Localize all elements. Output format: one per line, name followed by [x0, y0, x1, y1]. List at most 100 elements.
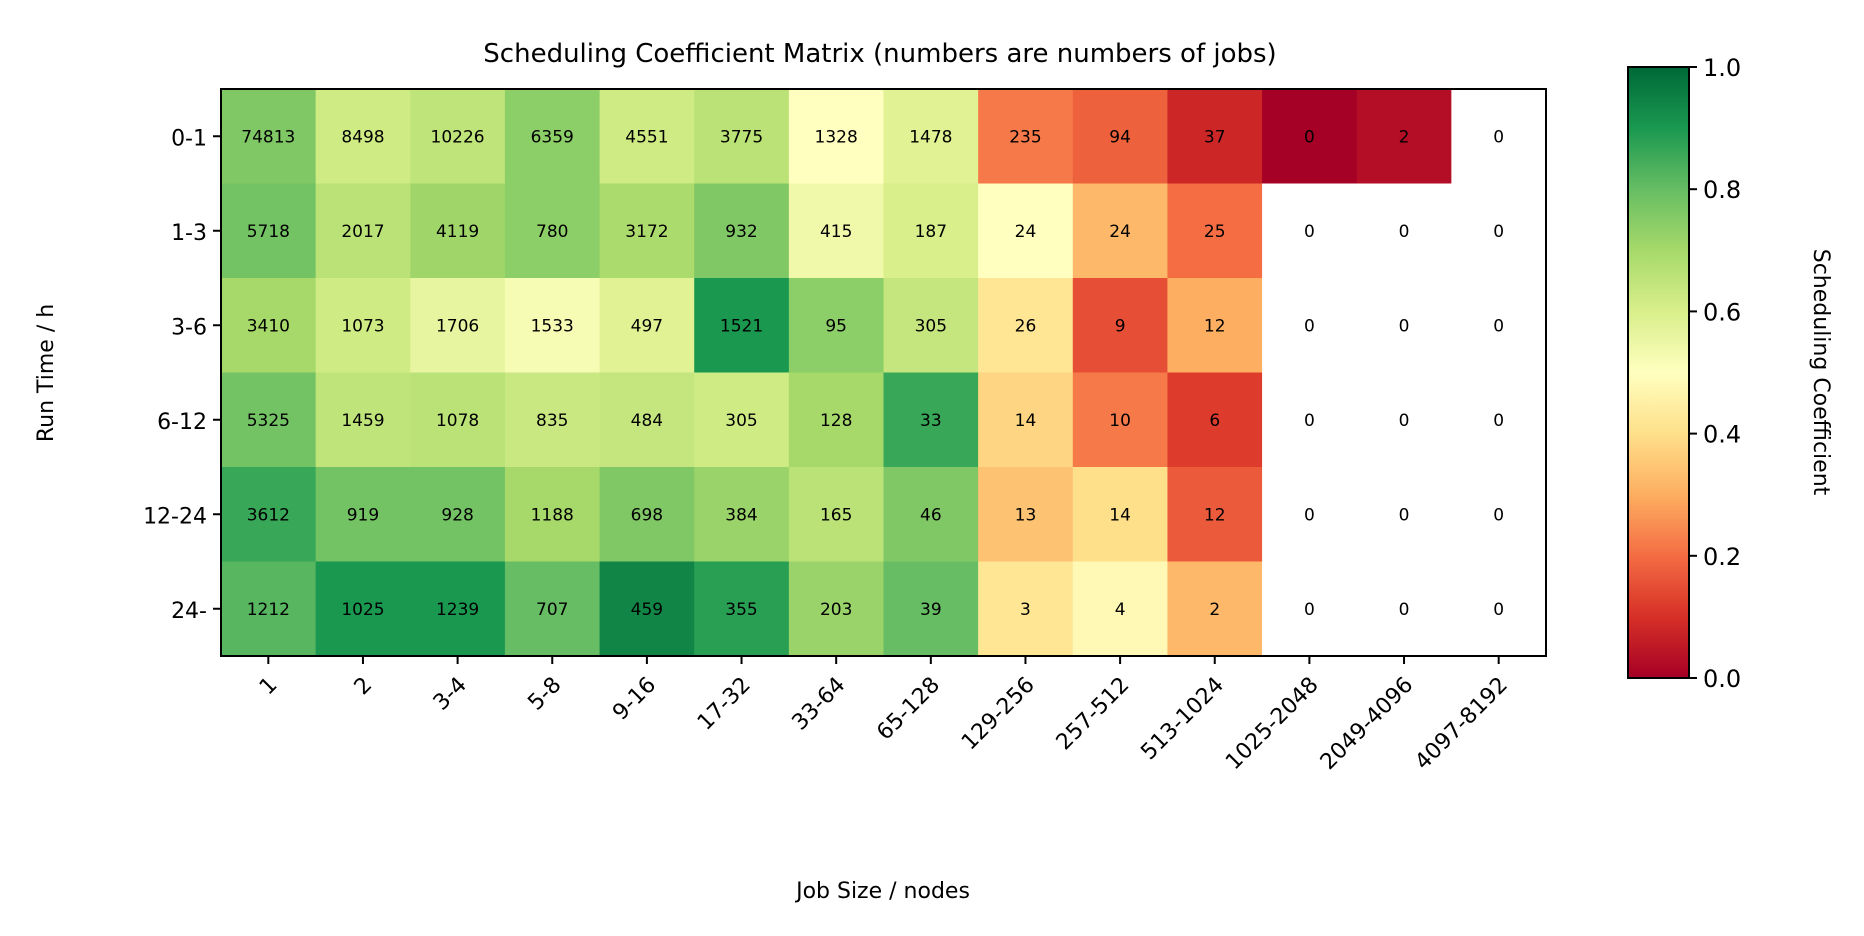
- cell-value-label: 13: [1015, 505, 1037, 525]
- heatmap-cell: [788, 183, 885, 279]
- heatmap-cell: [978, 89, 1074, 185]
- cell-value-label: 165: [820, 505, 852, 525]
- heatmap-cell: [694, 372, 790, 468]
- plot-frame: [220, 88, 1547, 657]
- cell-value-label: 919: [347, 505, 379, 525]
- cell-value-label: 1212: [247, 600, 290, 620]
- heatmap-cell: [410, 372, 506, 468]
- y-tick-label: 3-6: [171, 315, 207, 340]
- cell-value-label: 3410: [247, 316, 290, 336]
- cell-value-label: 835: [536, 411, 568, 431]
- heatmap-cell: [788, 467, 885, 563]
- cell-value-label: 3172: [625, 222, 668, 242]
- x-tick-label: 3-4: [429, 673, 472, 716]
- heatmap-cell: [788, 561, 885, 657]
- heatmap-cell: [1167, 372, 1263, 468]
- cell-value-label: 459: [631, 600, 663, 620]
- heatmap-cell: [1167, 278, 1263, 374]
- cell-value-label: 1328: [815, 127, 858, 147]
- heatmap-cell: [883, 278, 979, 374]
- colorbar-tick-label: 0.8: [1703, 176, 1741, 204]
- heatmap-cell: [410, 183, 506, 279]
- cell-value-label: 0: [1493, 222, 1504, 242]
- heatmap-cell: [315, 278, 411, 374]
- heatmap-cell: [883, 561, 979, 657]
- x-tick-label: 1025-2048: [1221, 673, 1323, 775]
- heatmap-cell: [221, 467, 317, 563]
- cell-value-label: 1533: [531, 316, 574, 336]
- x-tick-label: 2: [350, 673, 378, 701]
- cell-value-label: 5718: [247, 222, 290, 242]
- cell-value-label: 3: [1020, 600, 1031, 620]
- heatmap-cell: [315, 561, 411, 657]
- heatmap-cell: [504, 89, 601, 185]
- heatmap-cell: [1262, 467, 1358, 563]
- cell-value-label: 1478: [909, 127, 952, 147]
- heatmap-cell: [883, 183, 979, 279]
- x-tick-label: 257-512: [1052, 673, 1135, 756]
- cell-value-label: 4: [1115, 600, 1126, 620]
- colorbar-tick-label: 0.0: [1703, 665, 1741, 693]
- heatmap-cell: [221, 278, 317, 374]
- heatmap-cell: [221, 372, 317, 468]
- cell-value-label: 932: [725, 222, 757, 242]
- heatmap-cell: [410, 89, 506, 185]
- heatmap-cell: [978, 278, 1074, 374]
- cell-value-label: 33: [920, 411, 942, 431]
- cell-value-label: 128: [820, 411, 852, 431]
- heatmap-cell: [1072, 89, 1169, 185]
- cell-value-label: 94: [1109, 127, 1131, 147]
- cell-value-label: 0: [1399, 505, 1410, 525]
- y-tick-label: 6-12: [157, 410, 207, 435]
- colorbar-tick-label: 0.4: [1703, 421, 1741, 449]
- heatmap-cell: [1356, 89, 1452, 185]
- cell-value-label: 1459: [341, 411, 384, 431]
- cell-value-label: 1239: [436, 600, 479, 620]
- heatmap-cell: [788, 89, 885, 185]
- heatmap-cell: [1451, 467, 1547, 563]
- heatmap-cell: [315, 89, 411, 185]
- cell-value-label: 24: [1015, 222, 1037, 242]
- cell-value-label: 25: [1204, 222, 1226, 242]
- heatmap-cell: [1167, 467, 1263, 563]
- cell-value-label: 698: [631, 505, 663, 525]
- colorbar-tick-label: 0.2: [1703, 543, 1741, 571]
- colorbar-tick-label: 1.0: [1703, 54, 1741, 82]
- cell-value-label: 1073: [341, 316, 384, 336]
- heatmap-cell: [504, 372, 601, 468]
- x-tick-label: 513-1024: [1136, 673, 1229, 766]
- cell-value-label: 0: [1304, 505, 1315, 525]
- heatmap-cell: [1262, 278, 1358, 374]
- heatmap-cell: [1262, 372, 1358, 468]
- x-tick-label: 65-128: [872, 673, 945, 746]
- cell-value-label: 12: [1204, 316, 1226, 336]
- heatmap-cell: [1072, 561, 1169, 657]
- cell-value-label: 305: [915, 316, 947, 336]
- y-tick-label: 12-24: [143, 504, 207, 529]
- heatmap-cell: [1262, 183, 1358, 279]
- cell-value-label: 39: [920, 600, 942, 620]
- heatmap-cell: [410, 561, 506, 657]
- cell-value-label: 0: [1304, 316, 1315, 336]
- heatmap-cell: [1167, 561, 1263, 657]
- heatmap-cell: [978, 561, 1074, 657]
- cell-value-label: 6: [1209, 411, 1220, 431]
- heatmap-cell: [1356, 372, 1452, 468]
- cell-value-label: 780: [536, 222, 568, 242]
- cell-value-label: 497: [631, 316, 663, 336]
- heatmap-cell: [504, 467, 601, 563]
- heatmap-cell: [315, 372, 411, 468]
- y-tick-label: 24-: [171, 599, 207, 624]
- heatmap-cell: [1451, 89, 1547, 185]
- heatmap-cell: [788, 278, 885, 374]
- cell-value-label: 0: [1493, 127, 1504, 147]
- heatmap-cell: [788, 372, 885, 468]
- heatmap-cell: [410, 278, 506, 374]
- heatmap-cell: [1356, 467, 1452, 563]
- cell-labels: 74813 8498 10226 6359 4551 3775 1328 1478 235 94 3…: [241, 127, 1504, 620]
- cell-value-label: 0: [1493, 505, 1504, 525]
- cell-value-label: 24: [1109, 222, 1131, 242]
- x-tick-label: 1: [255, 673, 283, 701]
- heatmap-cell: [504, 278, 601, 374]
